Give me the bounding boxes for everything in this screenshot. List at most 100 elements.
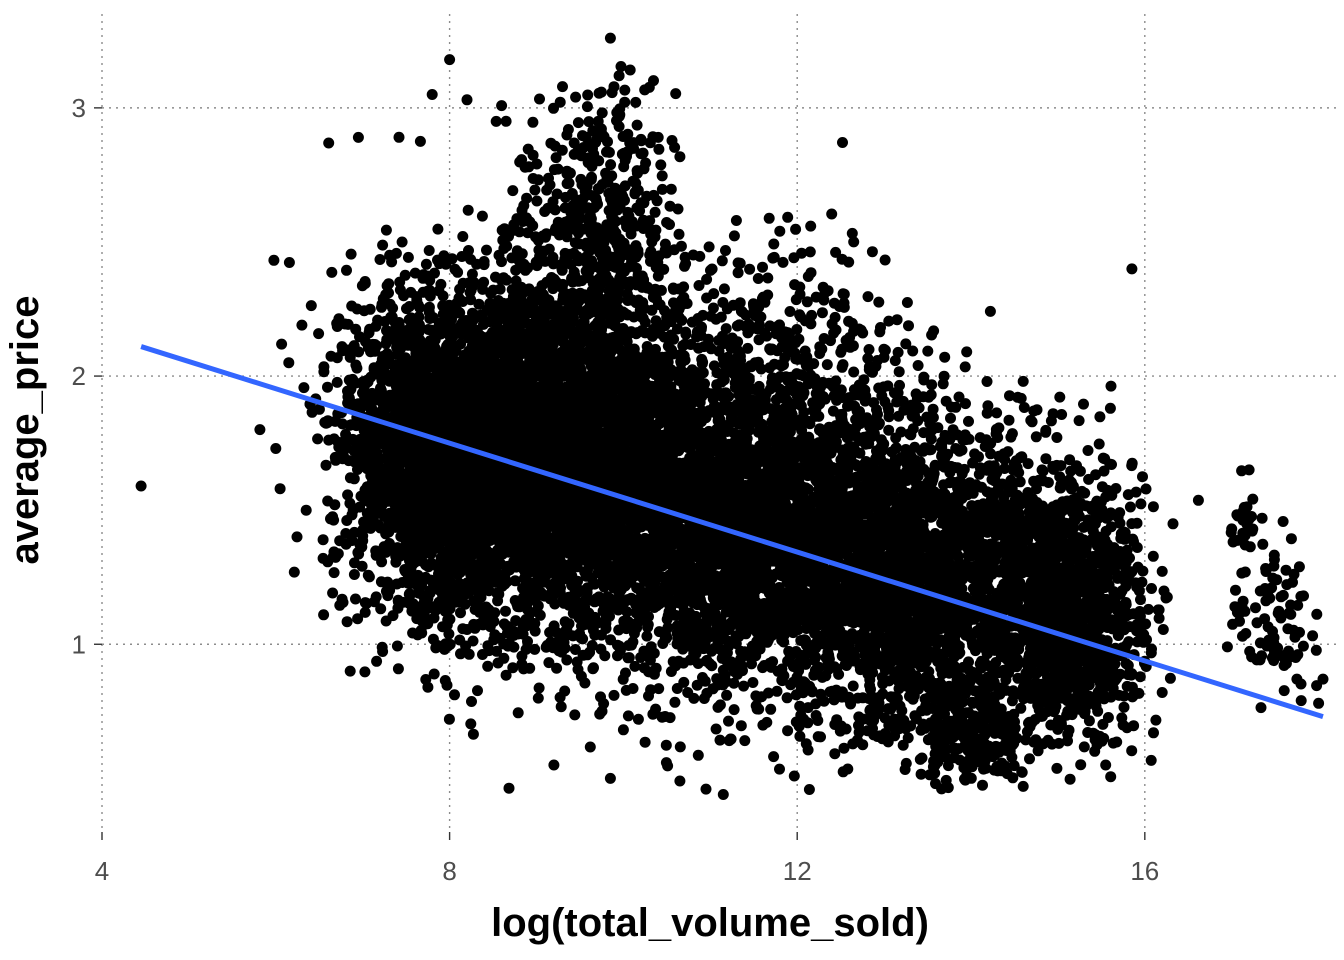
data-point: [464, 345, 476, 357]
data-point: [439, 675, 451, 686]
data-point: [348, 569, 360, 580]
data-point: [493, 588, 505, 600]
data-point: [466, 696, 477, 707]
data-point: [490, 483, 501, 495]
data-point: [432, 254, 443, 266]
data-point: [352, 613, 364, 625]
data-point: [351, 303, 363, 315]
data-point: [416, 615, 428, 627]
data-point: [473, 298, 485, 310]
data-point: [469, 622, 481, 634]
data-point: [512, 352, 524, 363]
data-point: [500, 605, 511, 617]
data-point: [446, 253, 458, 265]
data-point: [678, 281, 690, 293]
data-point: [499, 302, 511, 314]
data-point: [455, 607, 466, 619]
data-point: [705, 264, 716, 276]
data-point: [478, 332, 490, 344]
data-point: [327, 587, 339, 599]
data-point: [391, 640, 403, 652]
data-point: [532, 692, 544, 704]
data-point: [454, 634, 466, 646]
data-point: [457, 623, 469, 635]
data-point: [474, 502, 486, 514]
data-point: [276, 338, 288, 350]
data-point: [393, 131, 405, 143]
data-point: [483, 554, 495, 565]
data-point: [595, 691, 606, 703]
data-point: [482, 640, 494, 652]
data-point: [515, 518, 527, 530]
data-point: [555, 701, 567, 713]
data-point: [254, 424, 266, 436]
data-point: [630, 328, 642, 340]
data-point: [288, 566, 300, 578]
data-point: [449, 689, 460, 701]
data-point: [483, 604, 495, 616]
data-point: [384, 249, 396, 261]
data-point: [514, 362, 526, 374]
data-point: [502, 640, 514, 652]
data-point: [509, 575, 521, 587]
data-point: [528, 578, 539, 590]
data-point: [313, 328, 325, 340]
data-point: [423, 245, 435, 256]
data-point: [507, 662, 519, 674]
data-point: [382, 590, 394, 602]
data-point: [500, 669, 512, 681]
data-point: [473, 601, 485, 613]
data-point: [344, 497, 356, 509]
data-point: [477, 283, 489, 295]
data-point: [528, 371, 540, 383]
data-point: [559, 616, 571, 628]
data-point: [442, 614, 454, 626]
data-point: [463, 648, 475, 660]
data-point: [465, 718, 477, 730]
data-point: [529, 643, 541, 655]
data-point: [533, 682, 545, 694]
data-point: [478, 259, 490, 271]
data-point: [402, 251, 414, 263]
data-points: [135, 32, 1329, 800]
data-point: [465, 294, 477, 306]
data-point: [463, 245, 474, 256]
data-point: [484, 316, 496, 328]
data-point: [536, 280, 548, 292]
data-point: [542, 378, 554, 390]
data-point: [556, 646, 568, 658]
data-point: [526, 389, 538, 401]
data-point: [428, 612, 440, 624]
data-point: [465, 284, 477, 296]
data-point: [342, 489, 354, 501]
data-point: [481, 244, 492, 256]
data-point: [320, 459, 332, 471]
data-point: [503, 782, 515, 794]
data-point: [552, 389, 564, 401]
data-point: [423, 561, 434, 573]
data-point: [482, 660, 494, 672]
data-point: [396, 236, 408, 248]
data-point: [502, 319, 514, 330]
data-point: [472, 685, 483, 697]
data-point: [496, 256, 507, 268]
data-point: [452, 266, 464, 278]
data-point: [659, 320, 671, 332]
data-point: [494, 283, 506, 295]
data-point: [524, 415, 536, 427]
data-point: [459, 587, 471, 599]
data-point: [540, 436, 552, 448]
data-point: [283, 257, 295, 268]
data-point: [350, 593, 361, 605]
data-point: [501, 274, 512, 286]
data-point: [375, 576, 387, 588]
data-point: [524, 349, 536, 361]
data-point: [512, 707, 524, 719]
data-point: [432, 223, 444, 235]
data-point: [489, 305, 501, 317]
data-point: [371, 655, 383, 667]
data-point: [515, 380, 527, 392]
data-point: [317, 534, 329, 546]
data-point: [474, 579, 486, 591]
